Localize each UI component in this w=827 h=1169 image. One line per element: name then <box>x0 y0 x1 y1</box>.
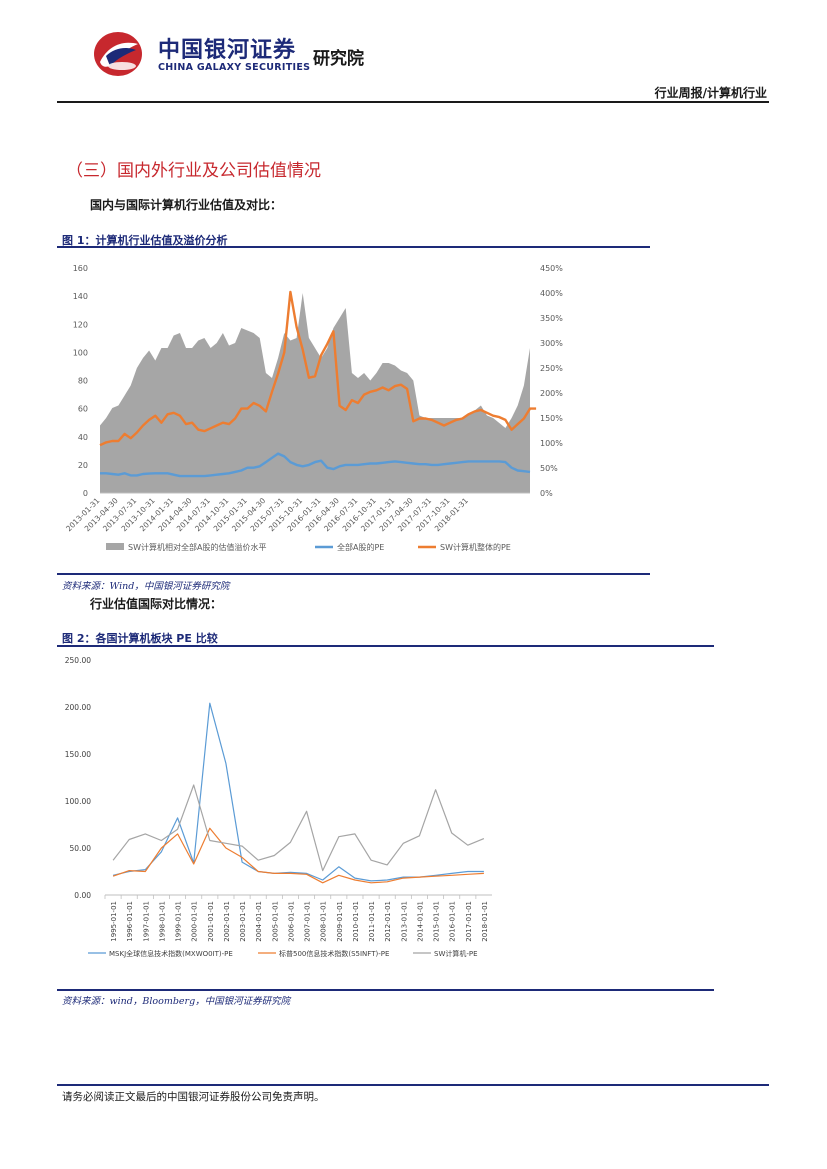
y-right-tick-label: 50% <box>540 464 558 473</box>
y-right-tick-label: 0% <box>540 489 553 498</box>
y-right-tick-label: 200% <box>540 389 563 398</box>
brand-name-en: CHINA GALAXY SECURITIES <box>158 62 311 73</box>
y-left-tick-label: 20 <box>78 461 88 470</box>
legend-area-swatch <box>106 543 124 550</box>
figure1-source: 资料来源：Wind，中国银河证券研究院 <box>62 581 230 592</box>
y-tick-label: 100.00 <box>65 797 91 806</box>
x-tick-label: 2009-01-01 <box>336 901 344 942</box>
figure2-top-rule <box>57 645 714 647</box>
mskj-global-it-pe-line <box>112 702 484 882</box>
y-left-tick-label: 140 <box>73 292 88 301</box>
valuation-premium-chart: 0 20 40 60 80 100 120 140 160 0% 50% 100% 150% 200% 25… <box>64 264 563 552</box>
x-tick-label: 2006-01-01 <box>287 901 295 942</box>
y-right-tick-label: 400% <box>540 289 563 298</box>
figure2-source: 资料来源：wind，Bloomberg，中国银河证券研究院 <box>62 996 291 1007</box>
y-tick-label: 150.00 <box>65 750 91 759</box>
x-tick-label: 2005-01-01 <box>271 901 279 942</box>
subheading-domestic-vs-international: 国内与国际计算机行业估值及对比： <box>90 198 283 212</box>
x-tick-label: 2011-01-01 <box>368 901 376 942</box>
y-tick-label: 0.00 <box>74 891 91 900</box>
figure1-top-rule <box>57 246 650 248</box>
y-tick-label: 250.00 <box>65 656 91 665</box>
x-tick-label: 1999-01-01 <box>175 901 183 942</box>
x-tick-label: 1995-01-01 <box>110 901 118 942</box>
figure1-bottom-rule <box>57 573 650 575</box>
sp500-it-pe-line <box>112 827 484 884</box>
x-tick-label: 2017-01-01 <box>465 901 473 942</box>
footer-disclaimer: 请务必阅读正文最后的中国银河证券股份公司免责声明。 <box>62 1091 325 1103</box>
y-left-tick-label: 40 <box>78 433 88 442</box>
subheading-international-comparison: 行业估值国际对比情况： <box>90 597 223 611</box>
x-tick-label: 2016-01-01 <box>449 901 457 942</box>
y-tick-label: 200.00 <box>65 703 91 712</box>
report-type-label: 行业周报/计算机行业 <box>654 86 767 100</box>
premium-area-series <box>100 293 530 493</box>
y-left-tick-label: 120 <box>73 320 88 329</box>
x-tick-label: 2014-01-01 <box>416 901 424 942</box>
brand-subtitle: 研究院 <box>313 49 364 69</box>
legend-orange-label: SW计算机整体的PE <box>440 542 511 552</box>
figure2-bottom-rule <box>57 989 714 991</box>
x-tick-label: 2018-01-01 <box>481 901 489 942</box>
x-tick-label: 1996-01-01 <box>126 901 134 942</box>
section-title: （三）国内外行业及公司估值情况 <box>66 161 321 181</box>
y-right-tick-label: 450% <box>540 264 563 273</box>
x-tick-label: 2000-01-01 <box>191 901 199 942</box>
x-tick-label: 2003-01-01 <box>239 901 247 942</box>
y-left-tick-label: 100 <box>73 348 88 357</box>
x-tick-label: 2013-01-01 <box>400 901 408 942</box>
galaxy-logo-icon <box>94 32 142 76</box>
legend-orange-label: 标普500信息技术指数(S5INFT)-PE <box>279 949 389 958</box>
x-tick-label: 2004-01-01 <box>255 901 263 942</box>
y-left-tick-label: 60 <box>78 405 88 414</box>
x-tick-label: 2008-01-01 <box>320 901 328 942</box>
legend-area-label: SW计算机相对全部A股的估值溢价水平 <box>128 542 266 552</box>
y-left-tick-label: 80 <box>78 377 88 386</box>
legend-blue-label: 全部A股的PE <box>337 542 384 552</box>
sw-computer-pe-line <box>99 290 537 447</box>
header-divider <box>57 101 769 103</box>
y-left-tick-label: 160 <box>73 264 88 273</box>
y-tick-label: 50.00 <box>70 844 92 853</box>
brand-name-cn: 中国银河证券 <box>158 38 297 63</box>
y-right-tick-label: 350% <box>540 314 563 323</box>
x-tick-label: 1998-01-01 <box>158 901 166 942</box>
y-right-tick-label: 250% <box>540 364 563 373</box>
x-tick-label: 2010-01-01 <box>352 901 360 942</box>
country-pe-comparison-chart: 0.00 50.00 100.00 150.00 200.00 250.00 1995-01… <box>65 656 492 958</box>
legend-blue-label: MSKJ全球信息技术指数(MXWO0IT)-PE <box>109 949 233 958</box>
figure1-title: 图 1：计算机行业估值及溢价分析 <box>62 234 228 247</box>
y-right-tick-label: 150% <box>540 414 563 423</box>
y-right-tick-label: 300% <box>540 339 563 348</box>
x-tick-label: 1997-01-01 <box>142 901 150 942</box>
x-tick-label: 2001-01-01 <box>207 901 215 942</box>
x-tick-label: 2002-01-01 <box>223 901 231 942</box>
x-tick-label: 2007-01-01 <box>304 901 312 942</box>
sw-computer-pe-line <box>112 784 485 872</box>
x-tick-label: 2015-01-01 <box>433 901 441 942</box>
x-tick-label: 2012-01-01 <box>384 901 392 942</box>
legend-gray-label: SW计算机-PE <box>434 949 478 958</box>
a-share-pe-line <box>100 452 531 478</box>
y-right-tick-label: 100% <box>540 439 563 448</box>
y-left-tick-label: 0 <box>83 489 88 498</box>
figure2-title: 图 2：各国计算机板块 PE 比较 <box>62 632 218 645</box>
footer-divider <box>57 1084 769 1086</box>
